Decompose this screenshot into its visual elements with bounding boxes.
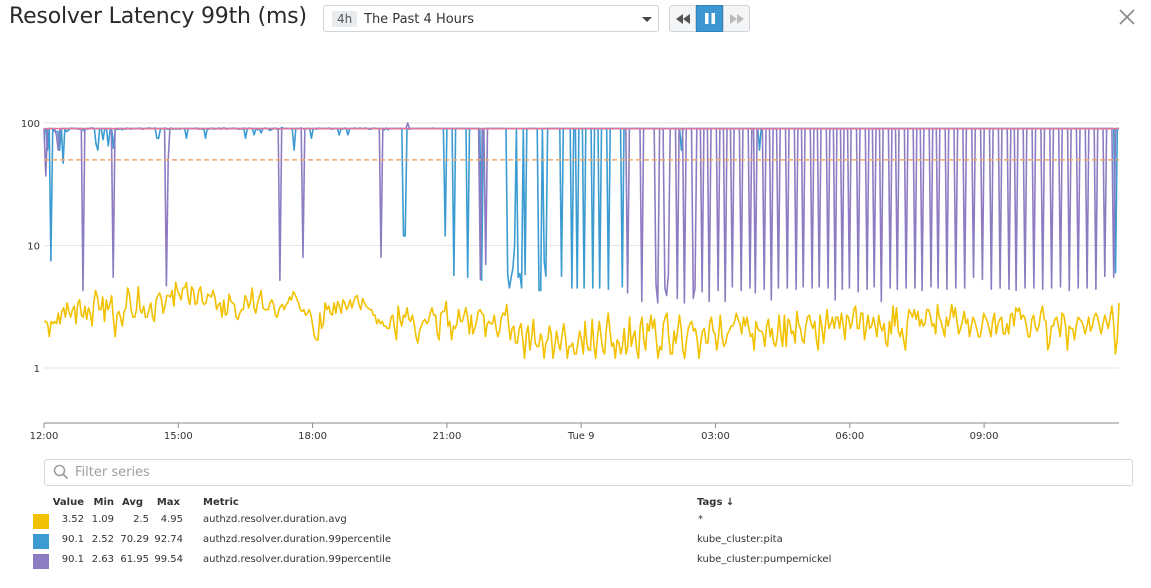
fast-forward-button[interactable]: [723, 5, 750, 32]
x-tick-label: 06:00: [835, 431, 864, 442]
time-range-label: The Past 4 Hours: [364, 12, 475, 27]
series-min: 2.52: [91, 534, 114, 545]
x-tick-label: 18:00: [298, 431, 327, 442]
series-metric: authzd.resolver.duration.99percentile: [203, 534, 392, 545]
y-tick-label: 1: [34, 364, 40, 375]
x-tick-label: 09:00: [970, 431, 999, 442]
x-tick-label: 03:00: [701, 431, 730, 442]
series-color-swatch: [33, 554, 49, 569]
series-line-0: [44, 281, 1120, 360]
series-metric: authzd.resolver.duration.avg: [203, 514, 347, 525]
latency-chart: 1 10 100 12:00 15:00 18:00 21:00 Tue 9 03:00 06:0…: [21, 119, 1120, 442]
page-title: Resolver Latency 99th (ms): [9, 4, 307, 29]
search-icon: [53, 464, 69, 480]
pause-button[interactable]: [696, 5, 723, 32]
series-max: 92.74: [154, 534, 183, 545]
series-max: 99.54: [154, 554, 183, 565]
series-value: 3.52: [61, 514, 84, 525]
close-button[interactable]: [1119, 8, 1135, 30]
close-icon: [1119, 9, 1135, 25]
filter-series-field[interactable]: [44, 459, 1133, 486]
y-tick-label: 100: [21, 119, 40, 130]
series-tags: kube_cluster:pumpernickel: [697, 554, 832, 565]
x-tick-label: 12:00: [30, 431, 59, 442]
series-avg: 70.29: [120, 534, 149, 545]
col-metric[interactable]: Metric: [203, 497, 239, 508]
series-value: 90.1: [61, 534, 84, 545]
series-min: 2.63: [91, 554, 114, 565]
rewind-button[interactable]: [669, 5, 696, 32]
col-min[interactable]: Min: [93, 497, 115, 508]
chevron-down-icon[interactable]: [642, 17, 652, 22]
col-avg[interactable]: Avg: [121, 497, 143, 508]
legend-header: Value Min Avg Max Metric Tags ↓: [0, 497, 1151, 515]
col-value[interactable]: Value: [52, 497, 84, 508]
legend-row[interactable]: 90.1 2.63 61.95 99.54 authzd.resolver.du…: [0, 554, 1151, 572]
fast-forward-icon: [729, 13, 744, 24]
series-value: 90.1: [61, 554, 84, 565]
series-color-swatch: [33, 534, 49, 549]
legend-row[interactable]: 3.52 1.09 2.5 4.95 authzd.resolver.durat…: [0, 514, 1151, 532]
series-line-2: [43, 122, 1119, 304]
series-tags: *: [698, 514, 703, 525]
col-max[interactable]: Max: [156, 497, 180, 508]
col-tags[interactable]: Tags ↓: [697, 497, 735, 508]
series-min: 1.09: [91, 514, 114, 525]
y-tick-label: 10: [27, 242, 40, 253]
x-tick-label: 15:00: [164, 431, 193, 442]
pause-icon: [704, 13, 715, 24]
time-range-badge: 4h: [332, 11, 358, 27]
series-max: 4.95: [160, 514, 183, 525]
series-avg: 61.95: [120, 554, 149, 565]
series-metric: authzd.resolver.duration.99percentile: [203, 554, 392, 565]
series-color-swatch: [33, 514, 49, 529]
x-tick-label: 21:00: [432, 431, 461, 442]
legend-row[interactable]: 90.1 2.52 70.29 92.74 authzd.resolver.du…: [0, 534, 1151, 552]
series-tags: kube_cluster:pita: [697, 534, 783, 545]
x-tick-label: Tue 9: [567, 431, 595, 442]
rewind-icon: [675, 13, 690, 24]
series-avg: 2.5: [133, 514, 149, 525]
time-range-selector[interactable]: 4h The Past 4 Hours: [323, 5, 659, 32]
filter-series-input[interactable]: [73, 464, 977, 481]
